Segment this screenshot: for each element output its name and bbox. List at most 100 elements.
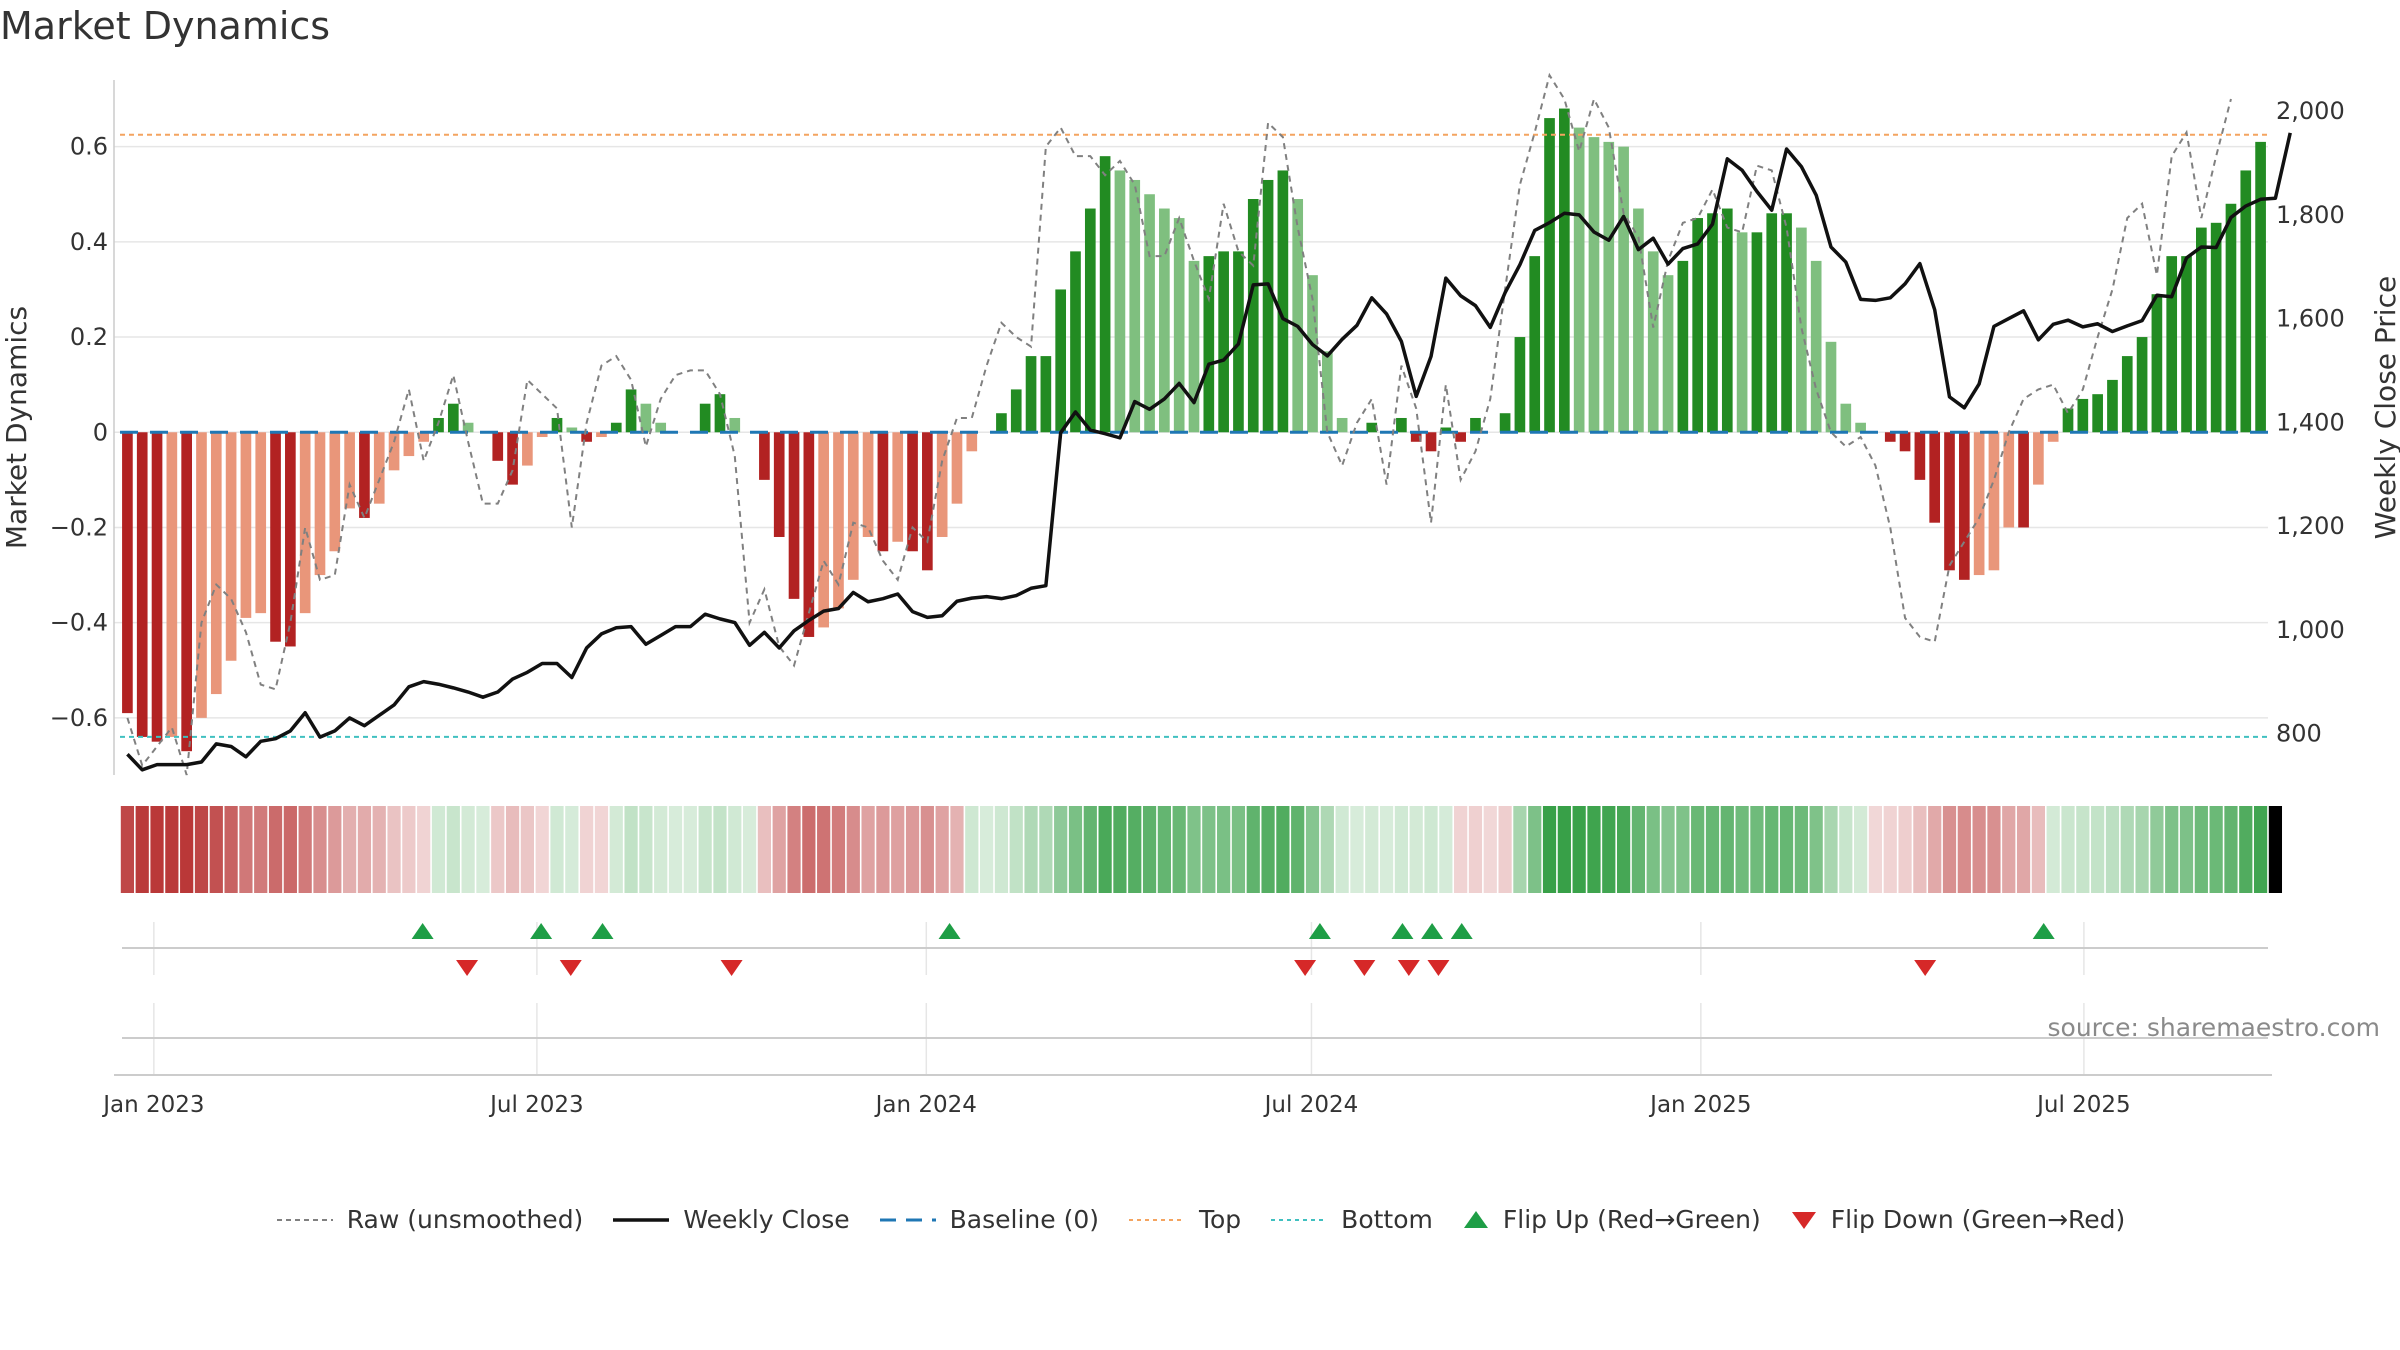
regime-cell [328,806,342,893]
dynamics-bar [359,432,370,518]
regime-cell [2091,806,2105,893]
legend-label-bottom: Bottom [1341,1205,1433,1234]
flip-down-marker [1427,960,1450,976]
regime-cell [2194,806,2208,893]
source-note: source: sharemaestro.com [2047,1013,2381,1042]
regime-cell [1394,806,1408,893]
dynamics-bar [151,432,163,742]
dynamics-bar [2092,394,2103,433]
regime-cell [876,806,890,893]
dynamics-bar [1988,432,2000,571]
dynamics-bar [1366,422,1378,433]
raw-series-line [126,72,2232,776]
legend-item-raw: Raw (unsmoothed) [275,1205,584,1234]
dynamics-bar [1129,179,1141,433]
dynamics-bar [2225,203,2237,433]
dynamics-bar [951,432,963,504]
dynamics-bar [403,432,415,457]
regime-cell [1705,806,1720,893]
regime-cell [2031,806,2045,893]
regime-cell [1202,806,1216,893]
y2-tick-label: 1,600 [2276,305,2345,333]
dynamics-bar [581,432,592,442]
flip-up-marker [1450,923,1473,939]
dynamics-bar [522,432,533,466]
regime-cell [550,806,564,893]
legend-swatch-close [613,1217,670,1222]
regime-cell [1291,806,1305,893]
regime-cell [1631,806,1646,893]
dynamics-bar [1633,208,1644,433]
regime-cell [283,806,297,893]
dynamics-bar [1781,213,1792,433]
flip-up-marker [2032,923,2055,939]
dynamics-bar [833,432,844,609]
legend-label-raw: Raw (unsmoothed) [346,1205,584,1234]
regime-cell [1676,806,1690,893]
dynamics-bar [1440,427,1452,433]
dynamics-bar [862,432,874,537]
regime-cell [2224,806,2238,893]
dynamics-bar [625,389,637,433]
dynamics-bar [1840,403,1852,433]
regime-cell [2120,806,2134,893]
dynamics-bar [2107,379,2118,433]
dynamics-bar [1884,432,1896,442]
dynamics-bar [551,417,563,433]
flip-up-marker [938,923,961,939]
regime-cell [1217,806,1231,893]
regime-cell [817,806,831,893]
dynamics-bar [1559,108,1570,433]
legend-item-close: Weekly Close [611,1205,850,1234]
y-tick-label: 0.6 [70,133,108,161]
flip-up-marker [411,923,434,939]
flip-up-marker [1421,923,1444,939]
dynamics-bar [1292,199,1304,433]
dynamics-bar [1218,251,1229,433]
regime-cell [1616,806,1631,893]
dynamics-bar [699,403,711,433]
dynamics-bar [2003,432,2015,528]
flip-up-marker [591,923,614,939]
regime-cell [535,806,549,893]
regime-cell [1439,806,1453,893]
regime-cell [757,806,772,893]
dynamics-bar [966,432,978,452]
dynamics-bar [1603,141,1615,433]
dynamics-bar [892,432,904,542]
legend-swatch-raw [276,1218,333,1221]
regime-cell [1720,806,1734,893]
dynamics-bar [996,413,1007,433]
flip-up-marker [1391,923,1414,939]
regime-cell [194,806,209,893]
regime-cell [1365,806,1379,893]
y-tick-label: −0.6 [50,704,108,732]
regime-cell [2061,806,2075,893]
regime-cell [313,806,327,893]
dynamics-bar [240,432,252,618]
dynamics-bar [270,432,281,642]
regime-cell [1424,806,1438,893]
regime-cell [239,806,253,893]
regime-cell [298,806,312,893]
regime-cell [1068,806,1083,893]
dynamics-bar [729,417,741,433]
y-tick-label: 0 [93,418,108,446]
regime-cell [580,806,594,893]
dynamics-bar [1662,275,1674,433]
legend-label-close: Weekly Close [683,1205,850,1234]
dynamics-bar [1529,256,1541,433]
regime-cell [980,806,994,893]
dynamics-bar [1914,432,1926,480]
regime-cell [461,806,475,893]
regime-cell [831,806,846,893]
dynamics-bar [773,432,785,537]
regime-cell [268,806,283,893]
dynamics-bar [136,432,148,737]
regime-cell [1513,806,1527,893]
dynamics-bar [2121,356,2133,433]
dynamics-bar [2255,141,2266,433]
dynamics-bar [1099,156,1111,433]
dynamics-bar [2166,256,2178,433]
dynamics-bar [122,432,133,714]
